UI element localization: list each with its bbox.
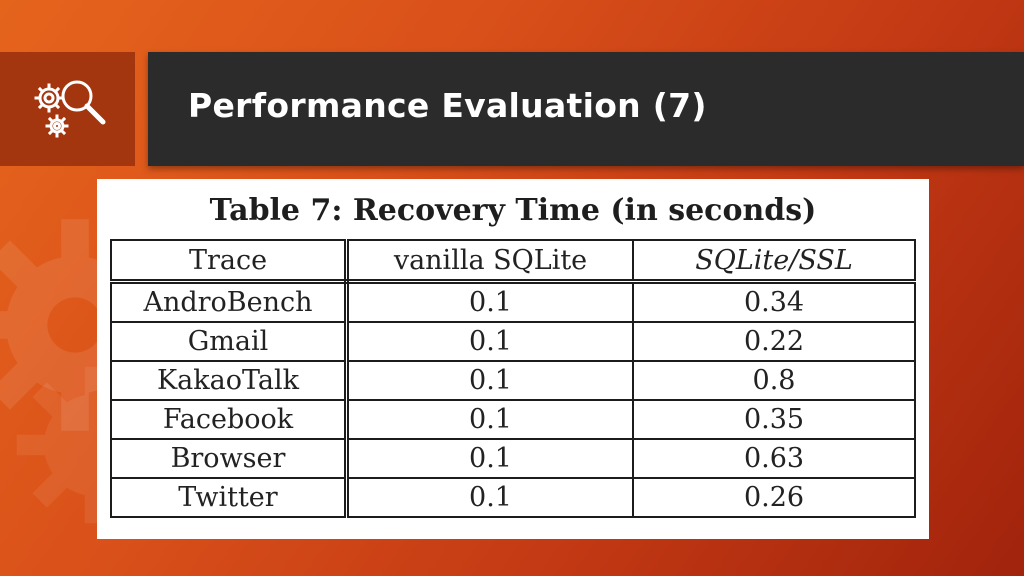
cell-trace: Browser: [110, 438, 349, 479]
cell-vanilla: 0.1: [345, 399, 634, 440]
cell-trace: KakaoTalk: [110, 360, 349, 401]
cell-trace: AndroBench: [110, 280, 349, 323]
cell-ssl: 0.63: [632, 438, 916, 479]
table-row: AndroBench 0.1 0.34: [110, 280, 916, 323]
header-trace: Trace: [110, 239, 349, 284]
table-row: KakaoTalk 0.1 0.8: [110, 360, 916, 401]
table-row: Gmail 0.1 0.22: [110, 321, 916, 362]
title-bar: Performance Evaluation (7): [148, 52, 1024, 166]
cell-ssl: 0.8: [632, 360, 916, 401]
cell-trace: Facebook: [110, 399, 349, 440]
gears-magnifier-icon: [34, 80, 105, 138]
table-row: Browser 0.1 0.63: [110, 438, 916, 479]
slide-title: Performance Evaluation (7): [188, 86, 707, 125]
table-caption: Table 7: Recovery Time (in seconds): [209, 193, 817, 228]
cell-vanilla: 0.1: [345, 360, 634, 401]
cell-ssl: 0.26: [632, 477, 916, 518]
cell-ssl: 0.35: [632, 399, 916, 440]
cell-ssl: 0.22: [632, 321, 916, 362]
recovery-time-table-figure: Table 7: Recovery Time (in seconds) Trac…: [97, 179, 929, 539]
recovery-time-table: Trace vanilla SQLite SQLite/SSL AndroBen…: [110, 239, 916, 518]
table-row: Facebook 0.1 0.35: [110, 399, 916, 440]
table-row: Twitter 0.1 0.26: [110, 477, 916, 518]
cell-vanilla: 0.1: [345, 321, 634, 362]
cell-trace: Gmail: [110, 321, 349, 362]
slide-icon-box: [0, 52, 135, 166]
cell-ssl: 0.34: [632, 280, 916, 323]
cell-vanilla: 0.1: [345, 477, 634, 518]
cell-vanilla: 0.1: [345, 280, 634, 323]
table-header-row: Trace vanilla SQLite SQLite/SSL: [110, 239, 916, 284]
cell-vanilla: 0.1: [345, 438, 634, 479]
header-sqlite-ssl: SQLite/SSL: [632, 239, 916, 284]
cell-trace: Twitter: [110, 477, 349, 518]
header-vanilla-sqlite: vanilla SQLite: [345, 239, 634, 284]
